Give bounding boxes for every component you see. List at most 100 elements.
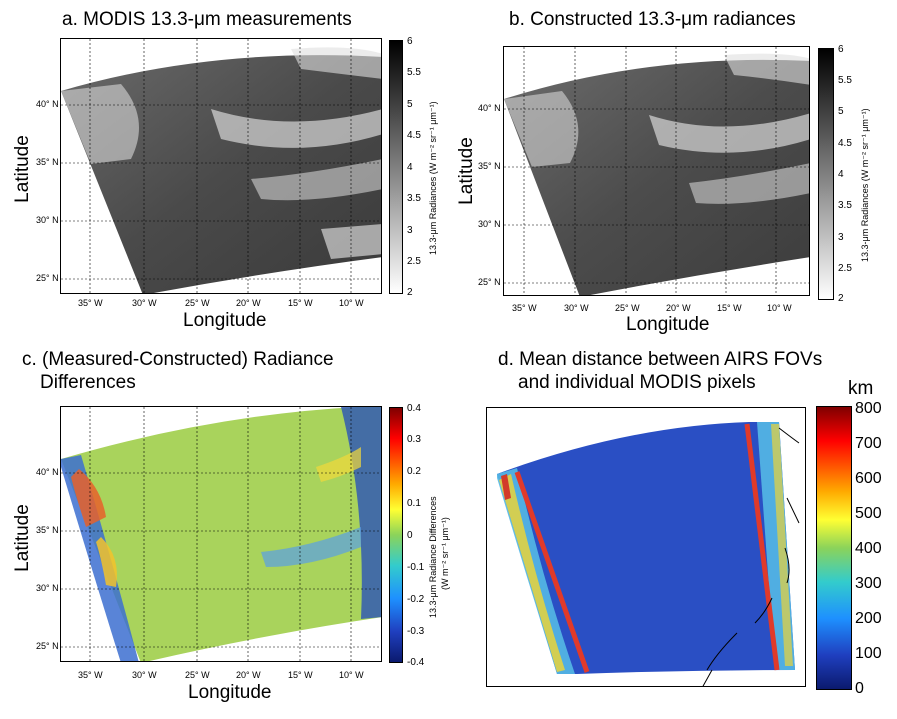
panel-c-anomaly-low <box>316 447 361 482</box>
panel-d-cbar-tick: 100 <box>855 645 882 662</box>
panel-a-cbar-tick: 2 <box>407 287 413 298</box>
panel-d-map <box>497 422 800 686</box>
panel-d-coastline <box>702 427 800 686</box>
panel-b-xtick: 20° W <box>666 303 691 313</box>
panel-b-cbar-tick: 4 <box>838 169 844 180</box>
panel-d-airs-edge-left <box>514 471 590 673</box>
panel-d-swath <box>497 422 795 674</box>
panel-d-plot <box>486 407 806 687</box>
panel-d-cbar-tick: 700 <box>855 435 882 452</box>
panel-a-cbar-label: 13.3-μm Radiances (W m⁻² sr⁻¹ μm⁻¹) <box>428 101 438 255</box>
panel-b-cbar-tick: 5 <box>838 106 844 117</box>
panel-a-cbar-tick: 5.5 <box>407 67 421 78</box>
panel-c-cbar-tick: -0.4 <box>407 657 425 668</box>
panel-a-cloud-band <box>211 109 381 148</box>
panel-a-ytick: 30° N <box>36 215 59 225</box>
panel-c-cbar-tick: -0.2 <box>407 594 425 605</box>
panel-c-xtick: 30° W <box>132 670 157 680</box>
panel-a-cbar-tick: 3.5 <box>407 193 421 204</box>
panel-b-cloud-band <box>649 113 809 153</box>
panel-d-cbar-tick: 800 <box>855 400 882 417</box>
panel-c-swath <box>61 407 381 661</box>
panel-c-xtick: 20° W <box>236 670 261 680</box>
panel-b-ytick: 40° N <box>478 103 501 113</box>
panel-a-xtick: 20° W <box>236 298 261 308</box>
panel-c-cbar-tick: 0 <box>407 530 413 541</box>
panel-a-xtick: 35° W <box>78 298 103 308</box>
panel-a-cloud-band <box>251 159 381 201</box>
panel-b-map <box>504 47 809 295</box>
panel-b-cbar-tick: 2 <box>838 293 844 304</box>
panel-a-title: a. MODIS 13.3-μm measurements <box>62 9 352 30</box>
panel-b-xlabel: Longitude <box>626 314 710 335</box>
panel-d-title: d. Mean distance between AIRS FOVs <box>498 349 823 370</box>
panel-d-cbar-tick: 500 <box>855 505 882 522</box>
panel-c-xtick: 15° W <box>288 670 313 680</box>
panel-d-colorbar <box>816 406 852 690</box>
panel-a-xtick: 25° W <box>185 298 210 308</box>
panel-a-plot <box>60 38 382 294</box>
panel-a-xtick: 10° W <box>339 298 364 308</box>
panel-a-cbar-tick: 6 <box>407 36 413 47</box>
panel-b-title: b. Constructed 13.3-μm radiances <box>509 9 796 30</box>
panel-a-swath <box>61 55 381 293</box>
panel-c-cbar-tick: 0.4 <box>407 403 421 414</box>
panel-b-swath <box>504 59 809 295</box>
panel-c-ytick: 30° N <box>36 583 59 593</box>
panel-a-xtick: 15° W <box>288 298 313 308</box>
panel-b-cbar-tick: 3.5 <box>838 200 852 211</box>
panel-b-colorbar <box>818 48 834 300</box>
panel-c-xtick: 25° W <box>185 670 210 680</box>
panel-c-cbar-label-units: (W m⁻² sr⁻¹ μm⁻¹) <box>440 517 450 590</box>
panel-d-swath-edge <box>499 474 565 672</box>
panel-a-xtick: 30° W <box>132 298 157 308</box>
panel-a-cloud-band <box>321 224 381 259</box>
panel-b-graticule <box>504 47 809 295</box>
panel-b-xtick: 35° W <box>512 303 537 313</box>
panel-c-cbar-tick: 0.3 <box>407 434 421 445</box>
panel-c-xtick: 35° W <box>78 670 103 680</box>
panel-d-cbar-tick: 200 <box>855 610 882 627</box>
panel-c-xtick: 10° W <box>339 670 364 680</box>
panel-a-cbar-tick: 2.5 <box>407 256 421 267</box>
panel-b-ylabel: Latitude <box>456 137 477 205</box>
panel-d-airs-edge-right <box>744 423 780 671</box>
panel-c-title-line2: Differences <box>40 372 136 393</box>
panel-a-cloud-band <box>61 84 139 164</box>
panel-d-swath-edge <box>771 424 793 666</box>
panel-c-cbar-tick: -0.1 <box>407 562 425 573</box>
panel-d-cbar-unit: km <box>848 378 874 399</box>
panel-c-anomaly-high <box>71 469 106 527</box>
panel-a-ylabel: Latitude <box>12 135 33 203</box>
panel-b-cbar-tick: 5.5 <box>838 75 852 86</box>
panel-a-graticule <box>61 39 381 293</box>
panel-d-cbar-tick: 300 <box>855 575 882 592</box>
panel-a-xlabel: Longitude <box>183 310 267 331</box>
panel-c-title: c. (Measured-Constructed) Radiance <box>22 349 334 370</box>
panel-a-ytick: 40° N <box>36 99 59 109</box>
panel-c-anomaly-low <box>261 527 361 567</box>
panel-b-xtick: 15° W <box>717 303 742 313</box>
panel-d-cbar-tick: 400 <box>855 540 882 557</box>
panel-b-cloud-band <box>724 53 809 85</box>
panel-a-map <box>61 39 381 293</box>
panel-a-cbar-tick: 4.5 <box>407 130 421 141</box>
panel-b-xtick: 25° W <box>615 303 640 313</box>
panel-c-cbar-label: 13.3-μm Radiance Differences <box>428 496 438 618</box>
panel-b-cloud-band <box>689 163 809 204</box>
panel-b-cbar-tick: 3 <box>838 232 844 243</box>
panel-a-cloud-band <box>291 47 381 79</box>
panel-c-plot <box>60 406 382 662</box>
panel-c-cbar-tick: -0.3 <box>407 626 425 637</box>
panel-c-map <box>61 407 381 661</box>
panel-c-colorbar <box>389 407 403 663</box>
panel-c-xlabel: Longitude <box>188 682 272 703</box>
panel-b-xtick: 10° W <box>767 303 792 313</box>
panel-c-ytick: 25° N <box>36 641 59 651</box>
panel-c-anomaly-high <box>96 537 117 587</box>
panel-a-ytick: 35° N <box>36 157 59 167</box>
panel-b-cloud-band <box>504 91 579 167</box>
panel-d-cbar-tick: 0 <box>855 680 864 697</box>
panel-c-cbar-tick: 0.2 <box>407 466 421 477</box>
panel-b-ytick: 35° N <box>478 161 501 171</box>
